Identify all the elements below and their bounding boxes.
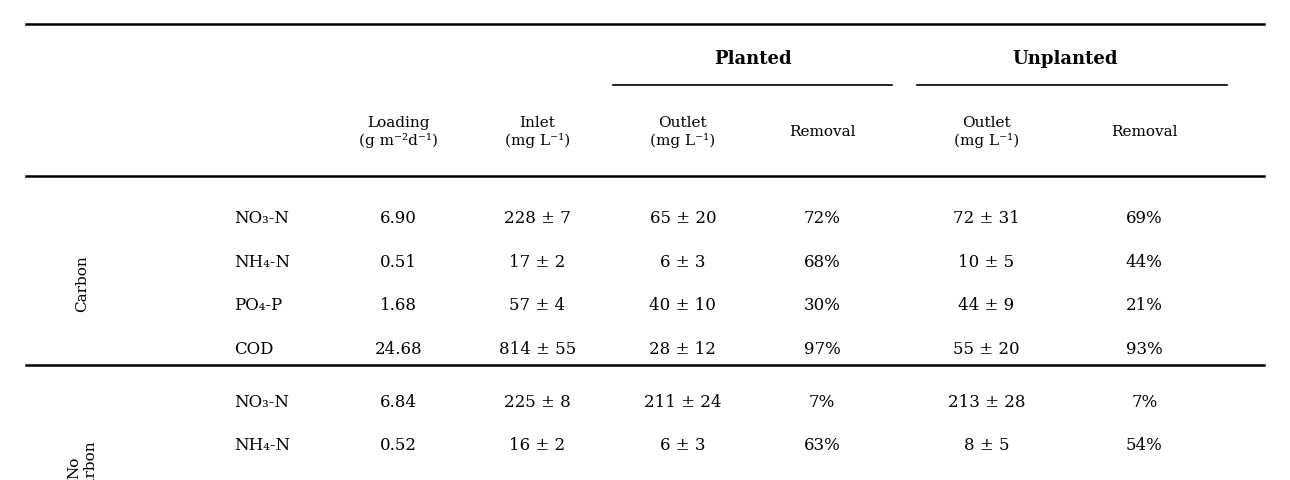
Text: 55 ± 20: 55 ± 20 [953, 341, 1019, 358]
Text: 814 ± 55: 814 ± 55 [499, 341, 577, 358]
Text: 6.90: 6.90 [381, 210, 417, 228]
Text: 68%: 68% [804, 253, 840, 271]
Text: Outlet
(mg L⁻¹): Outlet (mg L⁻¹) [650, 116, 716, 147]
Text: 40 ± 10: 40 ± 10 [649, 297, 716, 314]
Text: Loading
(g m⁻²d⁻¹): Loading (g m⁻²d⁻¹) [359, 116, 439, 147]
Text: 24.68: 24.68 [374, 341, 422, 358]
Text: 72%: 72% [804, 210, 840, 228]
Text: 21%: 21% [1126, 297, 1162, 314]
Text: 6.84: 6.84 [381, 394, 417, 411]
Text: 0.52: 0.52 [381, 437, 417, 454]
Text: 30%: 30% [804, 297, 840, 314]
Text: 93%: 93% [1126, 341, 1162, 358]
Text: 7%: 7% [809, 394, 835, 411]
Text: NH₄-N: NH₄-N [233, 437, 290, 454]
Text: 65 ± 20: 65 ± 20 [650, 210, 716, 228]
Text: 28 ± 12: 28 ± 12 [649, 341, 716, 358]
Text: 211 ± 24: 211 ± 24 [644, 394, 721, 411]
Text: 44%: 44% [1126, 253, 1162, 271]
Text: 213 ± 28: 213 ± 28 [948, 394, 1026, 411]
Text: Planted: Planted [713, 50, 791, 68]
Text: 228 ± 7: 228 ± 7 [504, 210, 571, 228]
Text: 6 ± 3: 6 ± 3 [660, 437, 706, 454]
Text: 97%: 97% [804, 341, 840, 358]
Text: Removal: Removal [1111, 125, 1178, 139]
Text: 17 ± 2: 17 ± 2 [510, 253, 566, 271]
Text: NH₄-N: NH₄-N [233, 253, 290, 271]
Text: 72 ± 31: 72 ± 31 [953, 210, 1020, 228]
Text: Outlet
(mg L⁻¹): Outlet (mg L⁻¹) [953, 116, 1019, 147]
Text: 10 ± 5: 10 ± 5 [958, 253, 1014, 271]
Text: 6 ± 3: 6 ± 3 [660, 253, 706, 271]
Text: PO₄-P: PO₄-P [233, 297, 283, 314]
Text: COD: COD [233, 341, 273, 358]
Text: 16 ± 2: 16 ± 2 [510, 437, 565, 454]
Text: Carbon: Carbon [75, 256, 89, 312]
Text: 63%: 63% [804, 437, 840, 454]
Text: 0.51: 0.51 [381, 253, 417, 271]
Text: 225 ± 8: 225 ± 8 [504, 394, 571, 411]
Text: 7%: 7% [1131, 394, 1157, 411]
Text: 57 ± 4: 57 ± 4 [510, 297, 565, 314]
Text: NO₃-N: NO₃-N [233, 210, 289, 228]
Text: 54%: 54% [1126, 437, 1162, 454]
Text: Inlet
(mg L⁻¹): Inlet (mg L⁻¹) [504, 116, 570, 147]
Text: 8 ± 5: 8 ± 5 [964, 437, 1009, 454]
Text: No
carbon: No carbon [67, 441, 98, 480]
Text: NO₃-N: NO₃-N [233, 394, 289, 411]
Text: 69%: 69% [1126, 210, 1162, 228]
Text: 1.68: 1.68 [381, 297, 417, 314]
Text: Removal: Removal [788, 125, 855, 139]
Text: Unplanted: Unplanted [1013, 50, 1118, 68]
Text: 44 ± 9: 44 ± 9 [958, 297, 1014, 314]
